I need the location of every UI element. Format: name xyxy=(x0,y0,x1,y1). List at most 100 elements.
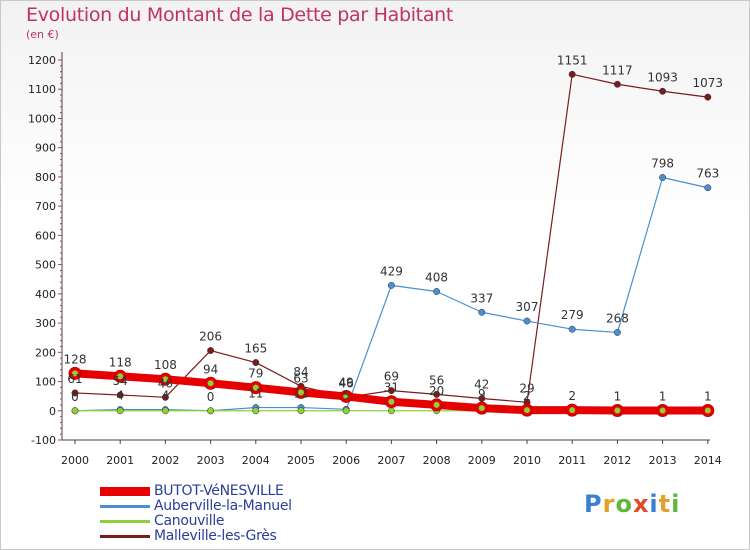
logo-letter: t xyxy=(658,490,672,518)
data-point-auberville-la-manuel xyxy=(613,328,621,336)
data-label-butot-ve-nesville: 128 xyxy=(64,352,87,366)
data-label-malleville-les-gre-s: 56 xyxy=(429,373,444,387)
logo-letter: i xyxy=(671,490,681,518)
data-point-auberville-la-manuel xyxy=(659,174,667,181)
data-label-butot-ve-nesville: 79 xyxy=(248,367,263,381)
data-label-auberville-la-manuel: 307 xyxy=(516,300,539,314)
data-label-malleville-les-gre-s: 29 xyxy=(519,381,534,395)
x-tick-label: 2008 xyxy=(423,454,451,467)
data-point-inner-butot-ve-nesville xyxy=(117,373,124,380)
chart-unit: (en €) xyxy=(26,28,59,41)
data-label-malleville-les-gre-s: 46 xyxy=(339,376,354,390)
data-label-malleville-les-gre-s: 69 xyxy=(384,370,399,384)
logo-letter: P xyxy=(584,490,603,518)
chart-title: Evolution du Montant de la Dette par Hab… xyxy=(26,4,454,26)
data-label-malleville-les-gre-s: 1073 xyxy=(693,76,724,90)
legend-swatch xyxy=(100,487,150,496)
data-label-auberville-la-manuel: 0 xyxy=(207,390,215,404)
data-label-butot-ve-nesville: 1 xyxy=(659,389,667,403)
legend-label: BUTOT-VéNESVILLE xyxy=(154,483,284,499)
line-chart: -100010020030040050060070080090010001100… xyxy=(28,52,724,467)
data-point-inner-butot-ve-nesville xyxy=(433,401,440,408)
data-point-inner-butot-ve-nesville xyxy=(72,370,78,377)
data-point-malleville-les-gre-s xyxy=(387,387,395,395)
data-label-butot-ve-nesville: 108 xyxy=(154,358,177,372)
data-label-malleville-les-gre-s: 1151 xyxy=(557,53,588,67)
y-tick-label: 900 xyxy=(35,142,56,155)
y-tick-label: 100 xyxy=(35,376,56,389)
data-point-canouville xyxy=(161,407,169,415)
data-point-inner-butot-ve-nesville xyxy=(388,398,395,405)
y-tick-label: 700 xyxy=(35,200,56,213)
legend-label: Malleville-les-Grès xyxy=(154,528,277,544)
y-tick-label: 1100 xyxy=(28,83,56,96)
data-label-malleville-les-gre-s: 165 xyxy=(244,342,267,356)
legend-item: Malleville-les-Grès xyxy=(100,528,360,545)
data-label-butot-ve-nesville: 118 xyxy=(109,355,132,369)
y-tick-label: 500 xyxy=(35,259,56,272)
data-label-auberville-la-manuel: 408 xyxy=(425,271,448,285)
data-point-malleville-les-gre-s xyxy=(116,391,124,399)
data-point-inner-butot-ve-nesville xyxy=(659,407,666,414)
x-tick-label: 2006 xyxy=(332,454,360,467)
x-tick-label: 2002 xyxy=(151,454,179,467)
y-tick-label: -100 xyxy=(31,434,56,447)
x-tick-label: 2014 xyxy=(694,454,722,467)
data-point-auberville-la-manuel xyxy=(568,325,576,333)
data-point-inner-butot-ve-nesville xyxy=(252,384,259,391)
data-point-inner-butot-ve-nesville xyxy=(614,407,621,414)
data-point-malleville-les-gre-s xyxy=(704,93,712,101)
data-label-malleville-les-gre-s: 206 xyxy=(199,330,222,344)
data-label-butot-ve-nesville: 31 xyxy=(384,381,399,395)
x-tick-label: 2001 xyxy=(106,454,134,467)
x-tick-label: 2005 xyxy=(287,454,315,467)
x-tick-label: 2004 xyxy=(242,454,270,467)
data-label-auberville-la-manuel: 763 xyxy=(696,167,719,181)
data-label-auberville-la-manuel: 11 xyxy=(248,387,263,401)
data-label-auberville-la-manuel: 11 xyxy=(293,387,308,401)
x-tick-label: 2007 xyxy=(377,454,405,467)
data-point-auberville-la-manuel xyxy=(523,317,531,325)
legend-item: Canouville xyxy=(100,513,360,530)
data-label-auberville-la-manuel: 0 xyxy=(71,390,79,404)
x-tick-label: 2012 xyxy=(603,454,631,467)
data-label-auberville-la-manuel: 337 xyxy=(470,291,493,305)
data-label-butot-ve-nesville: 94 xyxy=(203,362,218,376)
data-label-butot-ve-nesville: 9 xyxy=(478,387,486,401)
x-tick-label: 2000 xyxy=(61,454,89,467)
x-tick-label: 2011 xyxy=(558,454,586,467)
data-label-butot-ve-nesville: 1 xyxy=(614,389,622,403)
data-point-canouville xyxy=(252,407,260,415)
data-point-inner-butot-ve-nesville xyxy=(524,407,530,414)
logo-letter: r xyxy=(602,490,616,518)
legend-item: Auberville-la-Manuel xyxy=(100,498,360,515)
logo-letter: x xyxy=(632,490,650,518)
data-point-canouville xyxy=(71,407,79,415)
data-label-butot-ve-nesville: 20 xyxy=(429,384,444,398)
data-point-inner-butot-ve-nesville xyxy=(478,405,485,412)
y-tick-label: 800 xyxy=(35,171,56,184)
data-point-auberville-la-manuel xyxy=(704,184,712,192)
data-point-malleville-les-gre-s xyxy=(613,80,621,88)
y-tick-label: 400 xyxy=(35,288,56,301)
data-label-butot-ve-nesville: 1 xyxy=(704,389,712,403)
data-label-malleville-les-gre-s: 1093 xyxy=(647,70,678,84)
data-point-malleville-les-gre-s xyxy=(161,393,169,401)
data-point-canouville xyxy=(207,407,215,415)
data-point-inner-butot-ve-nesville xyxy=(569,407,576,414)
x-tick-label: 2003 xyxy=(197,454,225,467)
y-tick-label: 1200 xyxy=(28,54,56,67)
data-point-auberville-la-manuel xyxy=(387,281,395,289)
data-point-malleville-les-gre-s xyxy=(568,70,576,78)
data-label-malleville-les-gre-s: 1117 xyxy=(602,63,633,77)
data-point-malleville-les-gre-s xyxy=(71,389,79,397)
legend-label: Auberville-la-Manuel xyxy=(154,498,292,514)
data-point-malleville-les-gre-s xyxy=(207,347,215,355)
data-point-malleville-les-gre-s xyxy=(252,359,260,366)
y-tick-label: 0 xyxy=(49,405,56,418)
data-label-malleville-les-gre-s: 61 xyxy=(67,372,82,386)
data-label-auberville-la-manuel: 4 xyxy=(116,389,124,403)
y-tick-label: 300 xyxy=(35,317,56,330)
data-label-butot-ve-nesville: 2 xyxy=(568,389,576,403)
data-label-auberville-la-manuel: 5 xyxy=(342,388,350,402)
